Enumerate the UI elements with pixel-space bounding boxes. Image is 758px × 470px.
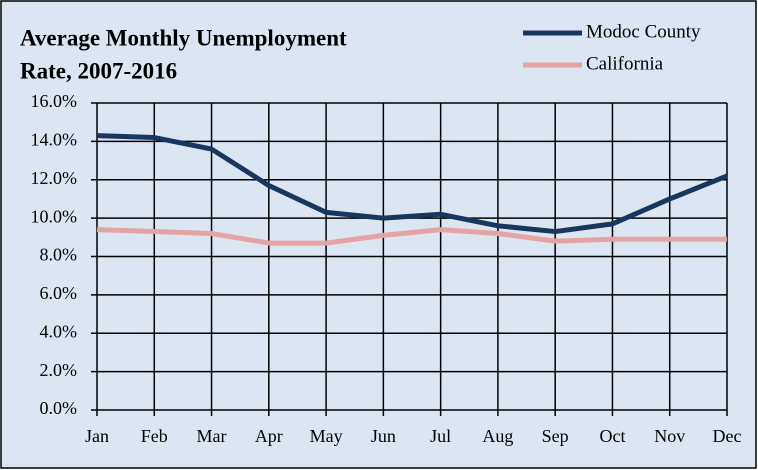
y-tick-label: 6.0% xyxy=(40,283,78,303)
y-tick-label: 8.0% xyxy=(40,245,78,265)
y-tick-label: 12.0% xyxy=(31,168,78,188)
series-line xyxy=(96,227,727,246)
y-tick-label: 16.0% xyxy=(31,91,78,111)
x-tick-label: Nov xyxy=(654,426,685,446)
y-tick-label: 10.0% xyxy=(31,206,78,226)
series-line xyxy=(96,133,728,235)
y-tick-label: 4.0% xyxy=(40,321,78,341)
y-tick-label: 2.0% xyxy=(40,360,78,380)
x-tick-label: Oct xyxy=(599,426,625,446)
x-tick-label: Feb xyxy=(141,426,168,446)
legend-label: Modoc County xyxy=(586,21,701,42)
x-tick-label: Sep xyxy=(542,426,569,446)
chart-title: Average Monthly Unemployment xyxy=(20,25,347,50)
x-tick-label: Jun xyxy=(371,426,396,446)
x-tick-label: Apr xyxy=(255,426,283,446)
legend-label: California xyxy=(586,53,664,74)
chart-title: Rate, 2007-2016 xyxy=(20,58,177,83)
x-tick-label: Jan xyxy=(85,426,109,446)
y-tick-label: 14.0% xyxy=(31,130,78,150)
y-tick-label: 0.0% xyxy=(40,398,78,418)
x-tick-label: Aug xyxy=(482,426,513,446)
x-tick-label: Dec xyxy=(713,426,742,446)
x-tick-label: Jul xyxy=(430,426,451,446)
x-tick-label: Mar xyxy=(197,426,227,446)
x-tick-label: May xyxy=(310,426,343,446)
